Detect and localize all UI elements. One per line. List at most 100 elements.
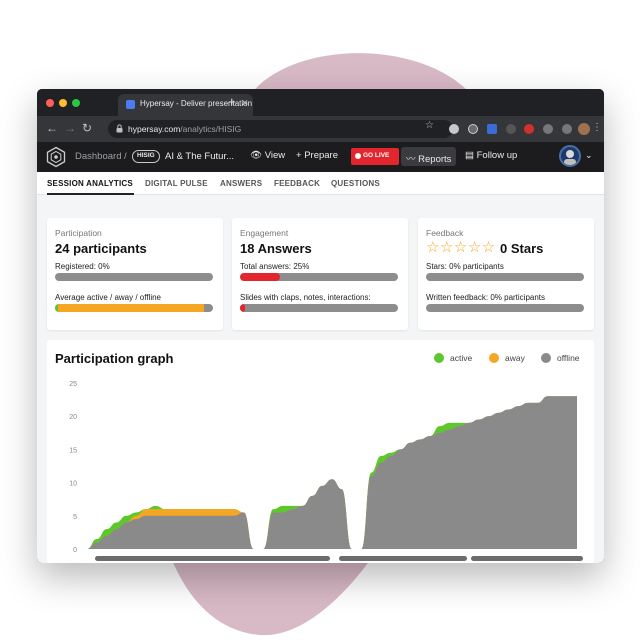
written-feedback-bar — [426, 304, 584, 312]
written-feedback-label: Written feedback: 0% participants — [426, 293, 546, 302]
total-answers-bar — [240, 273, 398, 281]
plus-icon: + — [296, 150, 302, 161]
go-live-label: GO LIVE — [363, 152, 390, 159]
session-code-badge: HISIG — [132, 150, 160, 163]
profile-avatar-icon[interactable] — [578, 123, 590, 135]
participation-chart: 0 5 10 15 20 25 — [69, 381, 583, 561]
new-tab-icon[interactable]: + — [228, 94, 236, 109]
stars-label: Stars: 0% participants — [426, 262, 504, 271]
y-tick-label: 25 — [69, 381, 77, 388]
url-input[interactable]: hypersay.com/analytics/HISIG — [108, 120, 453, 138]
legend-away-dot — [489, 353, 499, 363]
tab-digital-pulse[interactable]: DIGITAL PULSE — [145, 179, 208, 188]
series-offline-area — [87, 396, 577, 549]
reload-icon[interactable]: ↻ — [82, 121, 93, 135]
legend-away-label: away — [505, 353, 525, 363]
presentation-title[interactable]: AI & The Futur... — [165, 151, 234, 162]
legend-active-label: active — [450, 353, 473, 363]
active-away-offline-label: Average active / away / offline — [55, 293, 161, 302]
tab-feedback[interactable]: FEEDBACK — [274, 179, 321, 188]
legend-offline-dot — [541, 353, 551, 363]
lock-icon — [116, 124, 123, 133]
eye-icon: 👁︎ — [250, 150, 263, 161]
forward-icon[interactable]: → — [64, 121, 76, 135]
stars-bar — [426, 273, 584, 281]
message-icon: ▤ — [465, 150, 474, 161]
graph-title: Participation graph — [55, 351, 174, 366]
report-content: SESSION ANALYTICS DIGITAL PULSE ANSWERS … — [37, 172, 604, 563]
prepare-button[interactable]: + Prepare — [296, 150, 338, 161]
follow-up-button[interactable]: ▤ Follow up — [465, 150, 517, 161]
bookmark-star-icon[interactable]: ☆ — [425, 120, 434, 131]
analytics-tabs: SESSION ANALYTICS DIGITAL PULSE ANSWERS … — [37, 172, 604, 195]
reports-label: Reports — [418, 154, 452, 165]
dashboard-link[interactable]: Dashboard — [75, 151, 122, 162]
y-tick-label: 0 — [73, 547, 77, 554]
engagement-card: Engagement 18 Answers Total answers: 25%… — [232, 218, 408, 330]
extension-icon-4[interactable] — [506, 124, 516, 134]
feedback-title: Feedback — [426, 228, 464, 238]
record-icon — [355, 153, 361, 159]
tab-questions[interactable]: QUESTIONS — [331, 179, 380, 188]
hypersay-logo-icon[interactable] — [45, 146, 67, 168]
timeline-segment — [95, 556, 330, 561]
address-bar: ← → ↻ hypersay.com/analytics/HISIG ☆ ⋮ — [37, 116, 604, 142]
back-icon[interactable]: ← — [46, 121, 58, 135]
prepare-label: Prepare — [304, 150, 339, 161]
extension-icon-1[interactable] — [449, 124, 459, 134]
active-tab-underline — [47, 193, 134, 195]
slides-interactions-bar — [240, 304, 398, 312]
extension-icon-5[interactable] — [524, 124, 534, 134]
chevron-down-icon[interactable]: ⌄ — [585, 150, 593, 160]
breadcrumb-separator: / — [124, 151, 127, 162]
extension-icon-7[interactable] — [562, 124, 572, 134]
legend-offline-label: offline — [557, 353, 580, 363]
y-tick-label: 5 — [73, 514, 77, 521]
engagement-title: Engagement — [240, 228, 289, 238]
reports-button[interactable]: 〰 Reports — [401, 147, 456, 166]
user-avatar-icon — [564, 150, 576, 165]
url-host: hypersay.com — [128, 124, 181, 134]
zoom-window-button[interactable] — [72, 99, 80, 107]
extension-icon-3[interactable] — [487, 124, 497, 134]
active-away-offline-bar — [55, 304, 213, 312]
browser-tab-strip: Hypersay - Deliver presentation ✕ + — [37, 89, 604, 116]
view-button[interactable]: 👁︎ View — [250, 150, 285, 161]
app-header: Dashboard / HISIG AI & The Futur... 👁︎ V… — [37, 142, 604, 172]
minimize-window-button[interactable] — [59, 99, 67, 107]
total-answers-label: Total answers: 25% — [240, 262, 310, 271]
user-avatar[interactable] — [559, 145, 581, 167]
timeline-segment — [471, 556, 583, 561]
tab-title: Hypersay - Deliver presentation — [140, 99, 253, 108]
participation-title: Participation — [55, 228, 102, 238]
active-segment — [55, 304, 59, 312]
view-label: View — [264, 150, 286, 161]
stars-count: 0 Stars — [500, 241, 544, 256]
slides-interactions-fill — [240, 304, 245, 312]
legend-active-dot — [434, 353, 444, 363]
y-tick-label: 20 — [69, 414, 77, 421]
extension-icon-2[interactable] — [468, 124, 478, 134]
close-window-button[interactable] — [46, 99, 54, 107]
y-tick-label: 10 — [69, 481, 77, 488]
follow-up-label: Follow up — [476, 150, 518, 161]
go-live-button[interactable]: GO LIVE — [351, 148, 399, 165]
close-tab-icon[interactable]: ✕ — [241, 98, 249, 108]
registered-bar — [55, 273, 213, 281]
participation-graph-card: Participation graph active away offline … — [47, 340, 594, 563]
tab-session-analytics[interactable]: SESSION ANALYTICS — [47, 179, 133, 188]
browser-tab[interactable]: Hypersay - Deliver presentation ✕ — [118, 94, 253, 116]
url-path: /analytics/HISIG — [180, 124, 242, 134]
registered-label: Registered: 0% — [55, 262, 110, 271]
participants-count: 24 participants — [55, 241, 147, 256]
y-tick-label: 15 — [69, 447, 77, 454]
answers-count: 18 Answers — [240, 241, 312, 256]
chart-line-icon: 〰 — [406, 154, 416, 165]
feedback-card: Feedback ☆☆☆☆☆ 0 Stars Stars: 0% partici… — [418, 218, 594, 330]
extension-icon-6[interactable] — [543, 124, 553, 134]
timeline-segment — [339, 556, 467, 561]
tab-answers[interactable]: ANSWERS — [220, 179, 263, 188]
away-segment — [58, 304, 204, 312]
browser-menu-icon[interactable]: ⋮ — [592, 122, 602, 133]
participation-card: Participation 24 participants Registered… — [47, 218, 223, 330]
